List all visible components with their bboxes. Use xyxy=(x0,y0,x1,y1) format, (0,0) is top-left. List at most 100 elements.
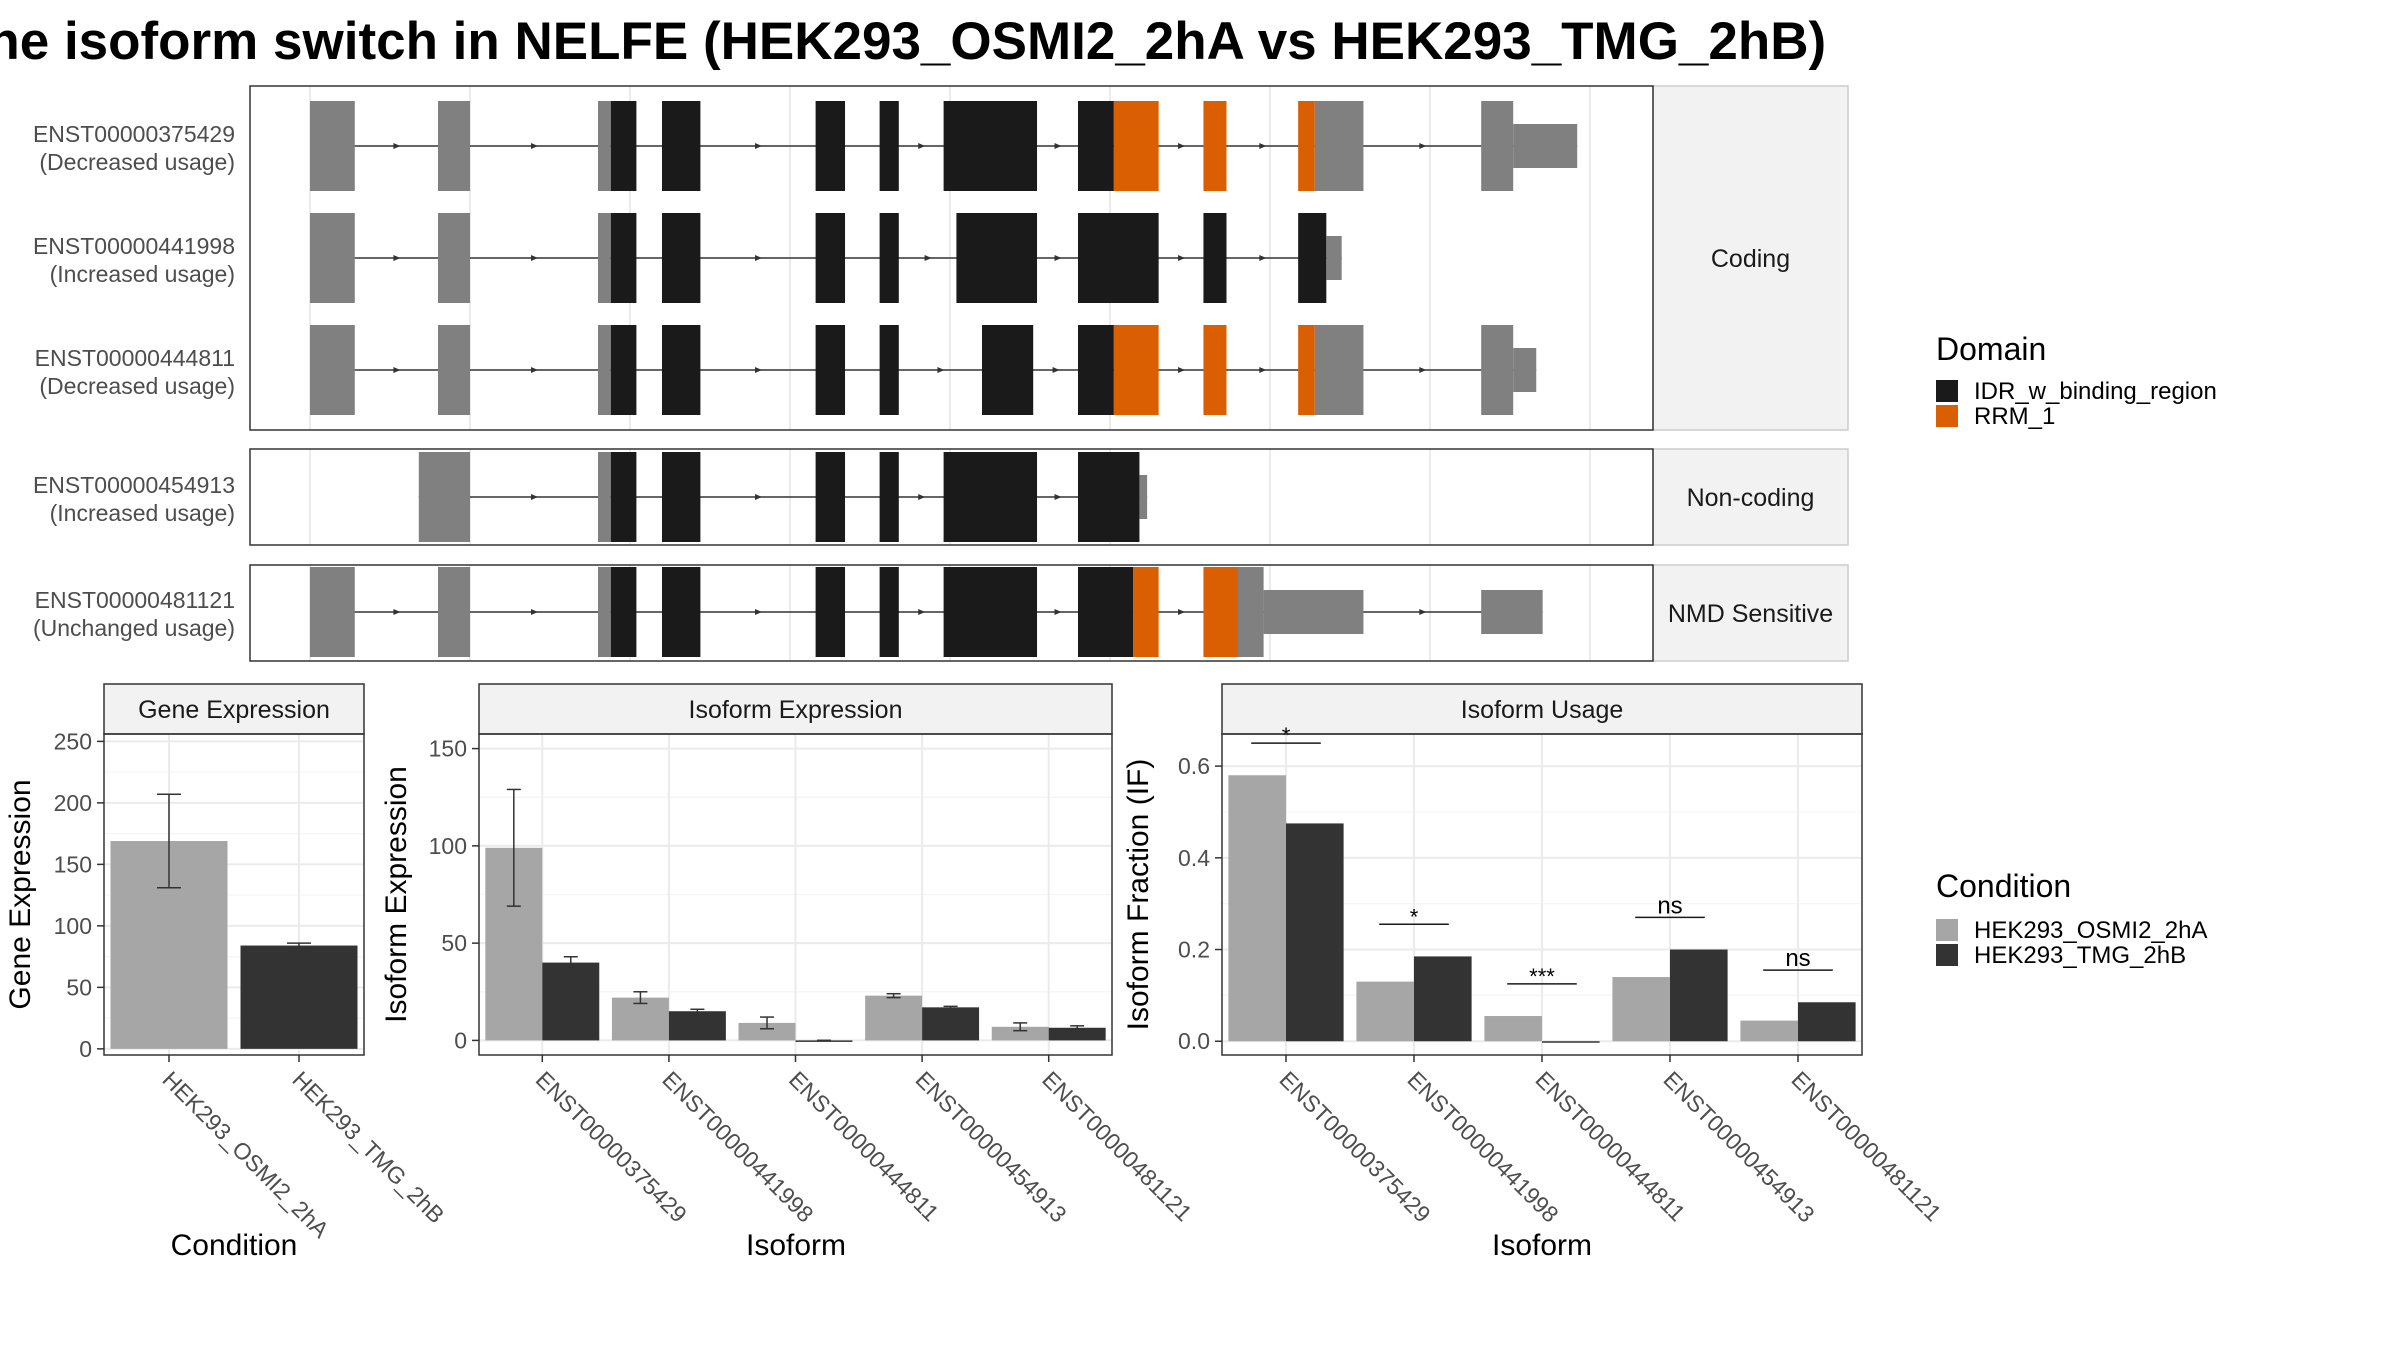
exon-utr_thin xyxy=(1513,348,1537,392)
exon-utr xyxy=(310,325,355,415)
intron-direction-arrow xyxy=(755,494,762,500)
exon-idr xyxy=(956,213,1038,303)
transcript-id-label: ENST00000444811 xyxy=(35,345,235,371)
intron-direction-arrow xyxy=(1259,143,1267,149)
exon-utr_thin xyxy=(1139,475,1148,519)
intron-direction-arrow xyxy=(1419,609,1427,615)
condition-legend-label: HEK293_TMG_2hB xyxy=(1974,942,2186,969)
facet-strip-label: NMD Sensitive xyxy=(1668,600,1833,628)
bar xyxy=(1228,775,1286,1042)
transcript-row: ENST00000375429(Decreased usage) xyxy=(33,101,1578,191)
exon-rrm xyxy=(1133,567,1159,657)
intron-direction-arrow xyxy=(531,255,538,261)
facet-strip-label: Non-coding xyxy=(1687,484,1815,512)
panel-strip xyxy=(103,683,365,735)
panel-strip-title: Gene Expression xyxy=(138,696,330,724)
exon-utr xyxy=(598,452,611,542)
intron-direction-arrow xyxy=(1178,609,1186,615)
exon-idr xyxy=(610,213,637,303)
exon-utr_thin xyxy=(1326,236,1342,280)
bar-panels: Gene Expression050100150200250HEK293_OSM… xyxy=(4,683,1947,1262)
exon-idr xyxy=(610,567,637,657)
exon-utr xyxy=(598,213,611,303)
exon-utr xyxy=(598,567,611,657)
facet-strip xyxy=(1652,448,1849,546)
significance-label: * xyxy=(1282,723,1291,748)
exon-utr xyxy=(598,325,611,415)
structure-panel-border xyxy=(249,448,1654,546)
domain-legend-title: Domain xyxy=(1936,331,2046,367)
intron-direction-arrow xyxy=(1419,367,1427,373)
transcript-usage-label: (Increased usage) xyxy=(50,500,235,526)
x-axis-title: Isoform xyxy=(746,1229,846,1262)
exon-idr xyxy=(662,325,701,415)
exon-idr xyxy=(815,213,846,303)
panel-strip xyxy=(478,683,1113,735)
exon-utr_thin xyxy=(1513,124,1578,168)
y-tick-label: 50 xyxy=(66,974,92,1000)
exon-idr xyxy=(1298,213,1327,303)
exon-idr xyxy=(943,101,1038,191)
y-tick-label: 0.4 xyxy=(1178,845,1210,871)
y-tick-label: 0 xyxy=(79,1036,92,1062)
intron-direction-arrow xyxy=(1054,143,1062,149)
transcript-usage-label: (Decreased usage) xyxy=(39,373,235,399)
y-tick-label: 50 xyxy=(441,930,467,956)
transcript-usage-label: (Increased usage) xyxy=(50,261,235,287)
panel-strip-title: Isoform Expression xyxy=(689,696,903,724)
exon-idr xyxy=(943,452,1038,542)
transcript-row: ENST00000441998(Increased usage) xyxy=(33,213,1342,303)
intron-direction-arrow xyxy=(1419,143,1427,149)
bar xyxy=(865,995,923,1041)
intron-direction-arrow xyxy=(755,609,762,615)
intron-direction-arrow xyxy=(393,609,401,615)
panel-strip xyxy=(1221,683,1863,735)
facet-strip xyxy=(1652,85,1849,431)
exon-utr xyxy=(1238,567,1264,657)
page-title: The isoform switch in NELFE (HEK293_OSMI… xyxy=(0,0,1873,84)
exon-idr xyxy=(815,325,846,415)
exon-utr xyxy=(310,567,355,657)
exon-utr xyxy=(598,101,611,191)
condition-legend-label: HEK293_OSMI2_2hA xyxy=(1974,917,2207,944)
transcript-row: ENST00000444811(Decreased usage) xyxy=(35,325,1537,415)
significance-label: ns xyxy=(1657,892,1682,919)
exon-utr xyxy=(1314,325,1364,415)
bar xyxy=(542,962,600,1041)
intron-direction-arrow xyxy=(1054,255,1062,261)
domain-legend-swatch xyxy=(1936,380,1958,402)
intron-direction-arrow xyxy=(1178,143,1186,149)
exon-idr xyxy=(815,101,846,191)
exon-utr_thin xyxy=(1481,590,1543,634)
facet-strip xyxy=(1652,564,1849,662)
transcript-id-label: ENST00000481121 xyxy=(35,587,235,613)
transcript-usage-label: (Unchanged usage) xyxy=(33,615,235,641)
exon-utr xyxy=(1481,101,1514,191)
exon-idr xyxy=(1078,213,1159,303)
bar xyxy=(1798,1002,1856,1042)
condition-legend-title: Condition xyxy=(1936,868,2071,904)
bar xyxy=(1670,949,1728,1042)
bar xyxy=(1612,977,1670,1042)
exon-utr xyxy=(438,567,470,657)
intron-direction-arrow xyxy=(1054,494,1062,500)
exon-idr xyxy=(879,325,899,415)
y-axis-title: Isoform Expression xyxy=(380,766,413,1023)
x-axis-title: Condition xyxy=(171,1229,298,1262)
transcript-id-label: ENST00000441998 xyxy=(33,233,235,259)
exon-idr xyxy=(1203,213,1227,303)
intron-direction-arrow xyxy=(924,255,932,261)
bar xyxy=(738,1022,796,1041)
exon-idr xyxy=(879,213,899,303)
domain-legend-swatch xyxy=(1936,405,1958,427)
bar xyxy=(922,1007,980,1041)
intron-direction-arrow xyxy=(918,143,926,149)
intron-direction-arrow xyxy=(755,255,762,261)
exon-idr xyxy=(1078,101,1114,191)
bar xyxy=(1414,956,1472,1042)
exon-idr xyxy=(662,213,701,303)
exon-rrm xyxy=(1298,101,1315,191)
y-tick-label: 0.0 xyxy=(1178,1028,1210,1054)
intron-direction-arrow xyxy=(918,494,926,500)
